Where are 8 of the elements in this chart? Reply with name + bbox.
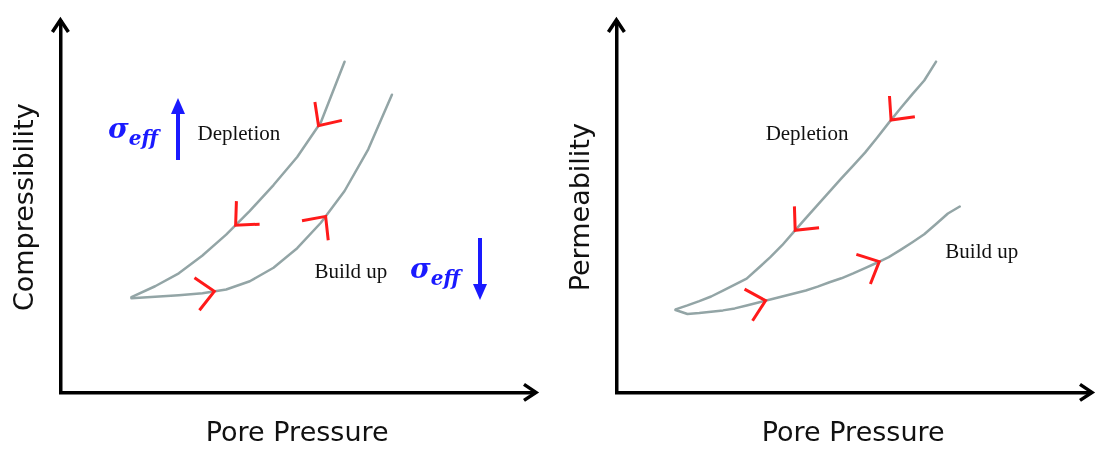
y-axis-title: Permeability <box>564 123 596 292</box>
x-axis-title: Pore Pressure <box>761 415 945 447</box>
legend-label: Build up <box>314 259 388 284</box>
x-axis-title: Pore Pressure <box>205 415 389 447</box>
y-axis-title: Compressibility <box>8 103 40 312</box>
series-label: Depletion <box>765 121 849 146</box>
series-label: Build up <box>945 239 1019 264</box>
series-label: Depletion <box>197 120 281 145</box>
